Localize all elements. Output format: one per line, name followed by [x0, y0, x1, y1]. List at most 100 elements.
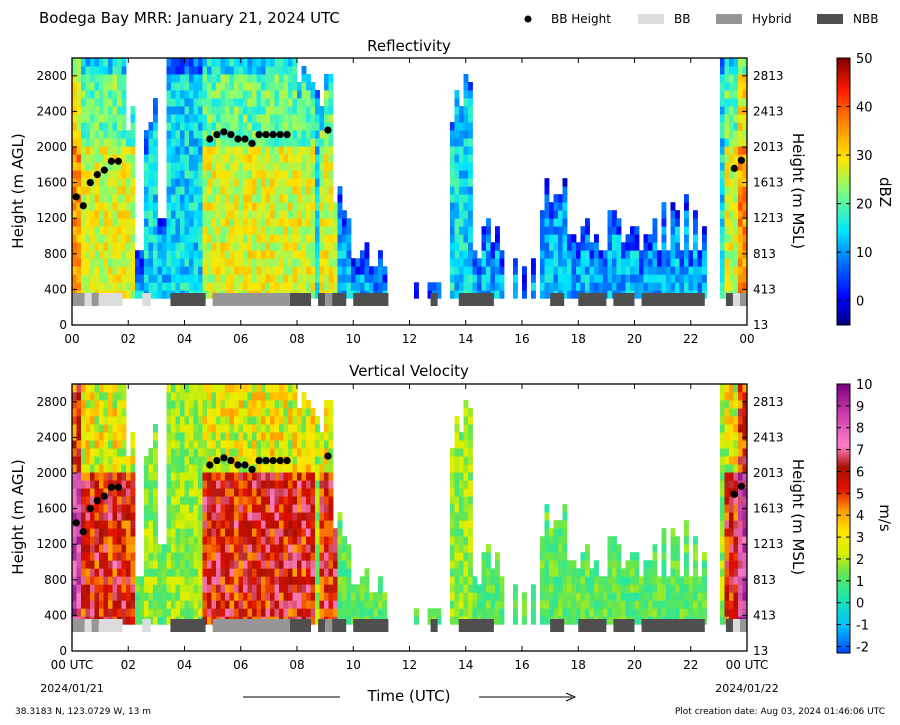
class-segment-nbb [641, 619, 705, 632]
reflectivity-colorbar-label: dBZ [876, 177, 894, 207]
y-tick-label-right: 813 [753, 247, 776, 261]
class-segment-hybrid [91, 293, 99, 306]
bb-height-point [269, 130, 277, 139]
y-tick-label-left: 2000 [36, 140, 67, 154]
x-tick-label: 02 [121, 658, 136, 672]
x-tick-label: 10 [346, 658, 361, 672]
plot-creation-date: Plot creation date: Aug 03, 2024 01:46:0… [675, 707, 885, 717]
y-tick-label-right: 413 [753, 282, 776, 296]
class-segment-nbb [430, 619, 438, 632]
legend-swatch-icon [638, 14, 664, 24]
bb-height-point [276, 130, 284, 139]
bb-height-point [86, 505, 94, 513]
y-tick-label-left: 1200 [36, 211, 67, 225]
x-tick-label: 16 [514, 332, 529, 346]
y-tick-label-right: 2413 [753, 430, 784, 444]
bb-height-point [206, 135, 214, 143]
bb-height-point [283, 130, 291, 139]
colorbar-tick-label: 7 [856, 444, 864, 459]
class-segment-hybrid [325, 293, 333, 306]
class-segment-nbb [430, 293, 438, 306]
class-segment-bb [98, 619, 123, 632]
x-tick-label: 00 [64, 332, 79, 346]
class-segment-hybrid [739, 619, 747, 632]
y-tick-label-right: 413 [753, 608, 776, 622]
class-segment-nbb [458, 619, 494, 632]
x-tick-label: 22 [683, 332, 698, 346]
class-segment-nbb [550, 619, 565, 632]
bb-height-point [234, 461, 242, 469]
y-tick-label-left: 800 [44, 573, 67, 587]
legend-item-hybrid: Hybrid [716, 12, 792, 26]
bb-height-point [262, 456, 270, 465]
class-segment-nbb [550, 293, 565, 306]
x-tick-label: 10 [346, 332, 361, 346]
colorbar-tick-label: 0 [856, 597, 864, 612]
legend-item-nbb: NBB [817, 12, 878, 26]
bb-height-point [283, 456, 291, 465]
colorbar-tick-label: 9 [856, 400, 864, 415]
bb-height-point [227, 456, 235, 465]
y-tick-label-left: 400 [44, 282, 67, 296]
reflectivity-ylabel-left: Height (m AGL) [9, 133, 27, 248]
legend-label: BB [674, 12, 690, 26]
x-tick-label: 14 [458, 658, 473, 672]
reflectivity-panel: Reflectivity 00 02 04 06 08 10 12 14 16 18 20 22 000… [9, 37, 894, 346]
bb-height-point [248, 465, 256, 474]
x-tick-label: 06 [233, 658, 248, 672]
x-tick-label: 14 [458, 332, 473, 346]
y-tick-label-right: 2813 [753, 69, 784, 83]
reflectivity-colorbar [836, 57, 851, 326]
x-tick-label: 06 [233, 332, 248, 346]
y-tick-label-left: 800 [44, 247, 67, 261]
velocity-ylabel-left: Height (m AGL) [9, 459, 27, 574]
y-tick-label-left: 1600 [36, 176, 67, 190]
vertical-velocity-panel: Vertical Velocity 00 UTC 02 04 06 08 10 12 14 16… [9, 362, 894, 672]
y-tick-label-left: 400 [44, 608, 67, 622]
class-segment-nbb [332, 619, 347, 632]
class-segment-nbb [353, 293, 389, 306]
bb-height-point [72, 193, 80, 201]
x-tick-label: 16 [514, 658, 529, 672]
bb-height-point [730, 490, 738, 498]
bb-height-point [324, 452, 332, 460]
bb-height-point [737, 482, 745, 490]
bb-height-point [79, 528, 87, 536]
colorbar-tick-label: 40 [856, 101, 873, 116]
y-tick-label-right: 813 [753, 573, 776, 587]
class-segment-nbb [578, 619, 607, 632]
bb-height-point [206, 461, 214, 469]
class-segment-nbb [725, 293, 733, 306]
bb-height-point [100, 166, 108, 174]
bb-height-point [255, 130, 263, 139]
x-tick-label: 02 [121, 332, 136, 346]
bb-height-point [114, 157, 123, 165]
bb-height-point [234, 135, 242, 143]
bb-height-point [107, 483, 115, 491]
bb-height-point [269, 456, 277, 465]
y-tick-label-left: 2800 [36, 395, 67, 409]
legend-label: Hybrid [752, 12, 792, 26]
colorbar-tick-label: 50 [856, 52, 873, 67]
y-tick-label-right: 1213 [753, 211, 784, 225]
class-segment-nbb [613, 619, 635, 632]
bb-height-point [248, 139, 256, 148]
class-segment-nbb [318, 619, 326, 632]
class-segment-nbb [289, 293, 312, 306]
y-tick-label-left: 1600 [36, 502, 67, 516]
y-tick-label-left: 2000 [36, 466, 67, 480]
bb-height-point [213, 130, 221, 139]
velocity-colorbar-label: m/s [876, 504, 894, 532]
bb-height-point [241, 461, 249, 469]
end-date: 2024/01/22 [715, 682, 778, 695]
x-tick-label: 04 [177, 658, 192, 672]
x-tick-label: 08 [289, 658, 304, 672]
class-segment-hybrid [212, 619, 290, 632]
bb-height-point [262, 130, 270, 139]
legend-swatch-icon [716, 14, 742, 24]
class-segment-nbb [318, 293, 326, 306]
class-segment-hybrid [72, 619, 85, 632]
colorbar-tick-label: 1 [856, 575, 864, 590]
y-tick-label-left: 1200 [36, 537, 67, 551]
bb-height-point [93, 170, 101, 179]
